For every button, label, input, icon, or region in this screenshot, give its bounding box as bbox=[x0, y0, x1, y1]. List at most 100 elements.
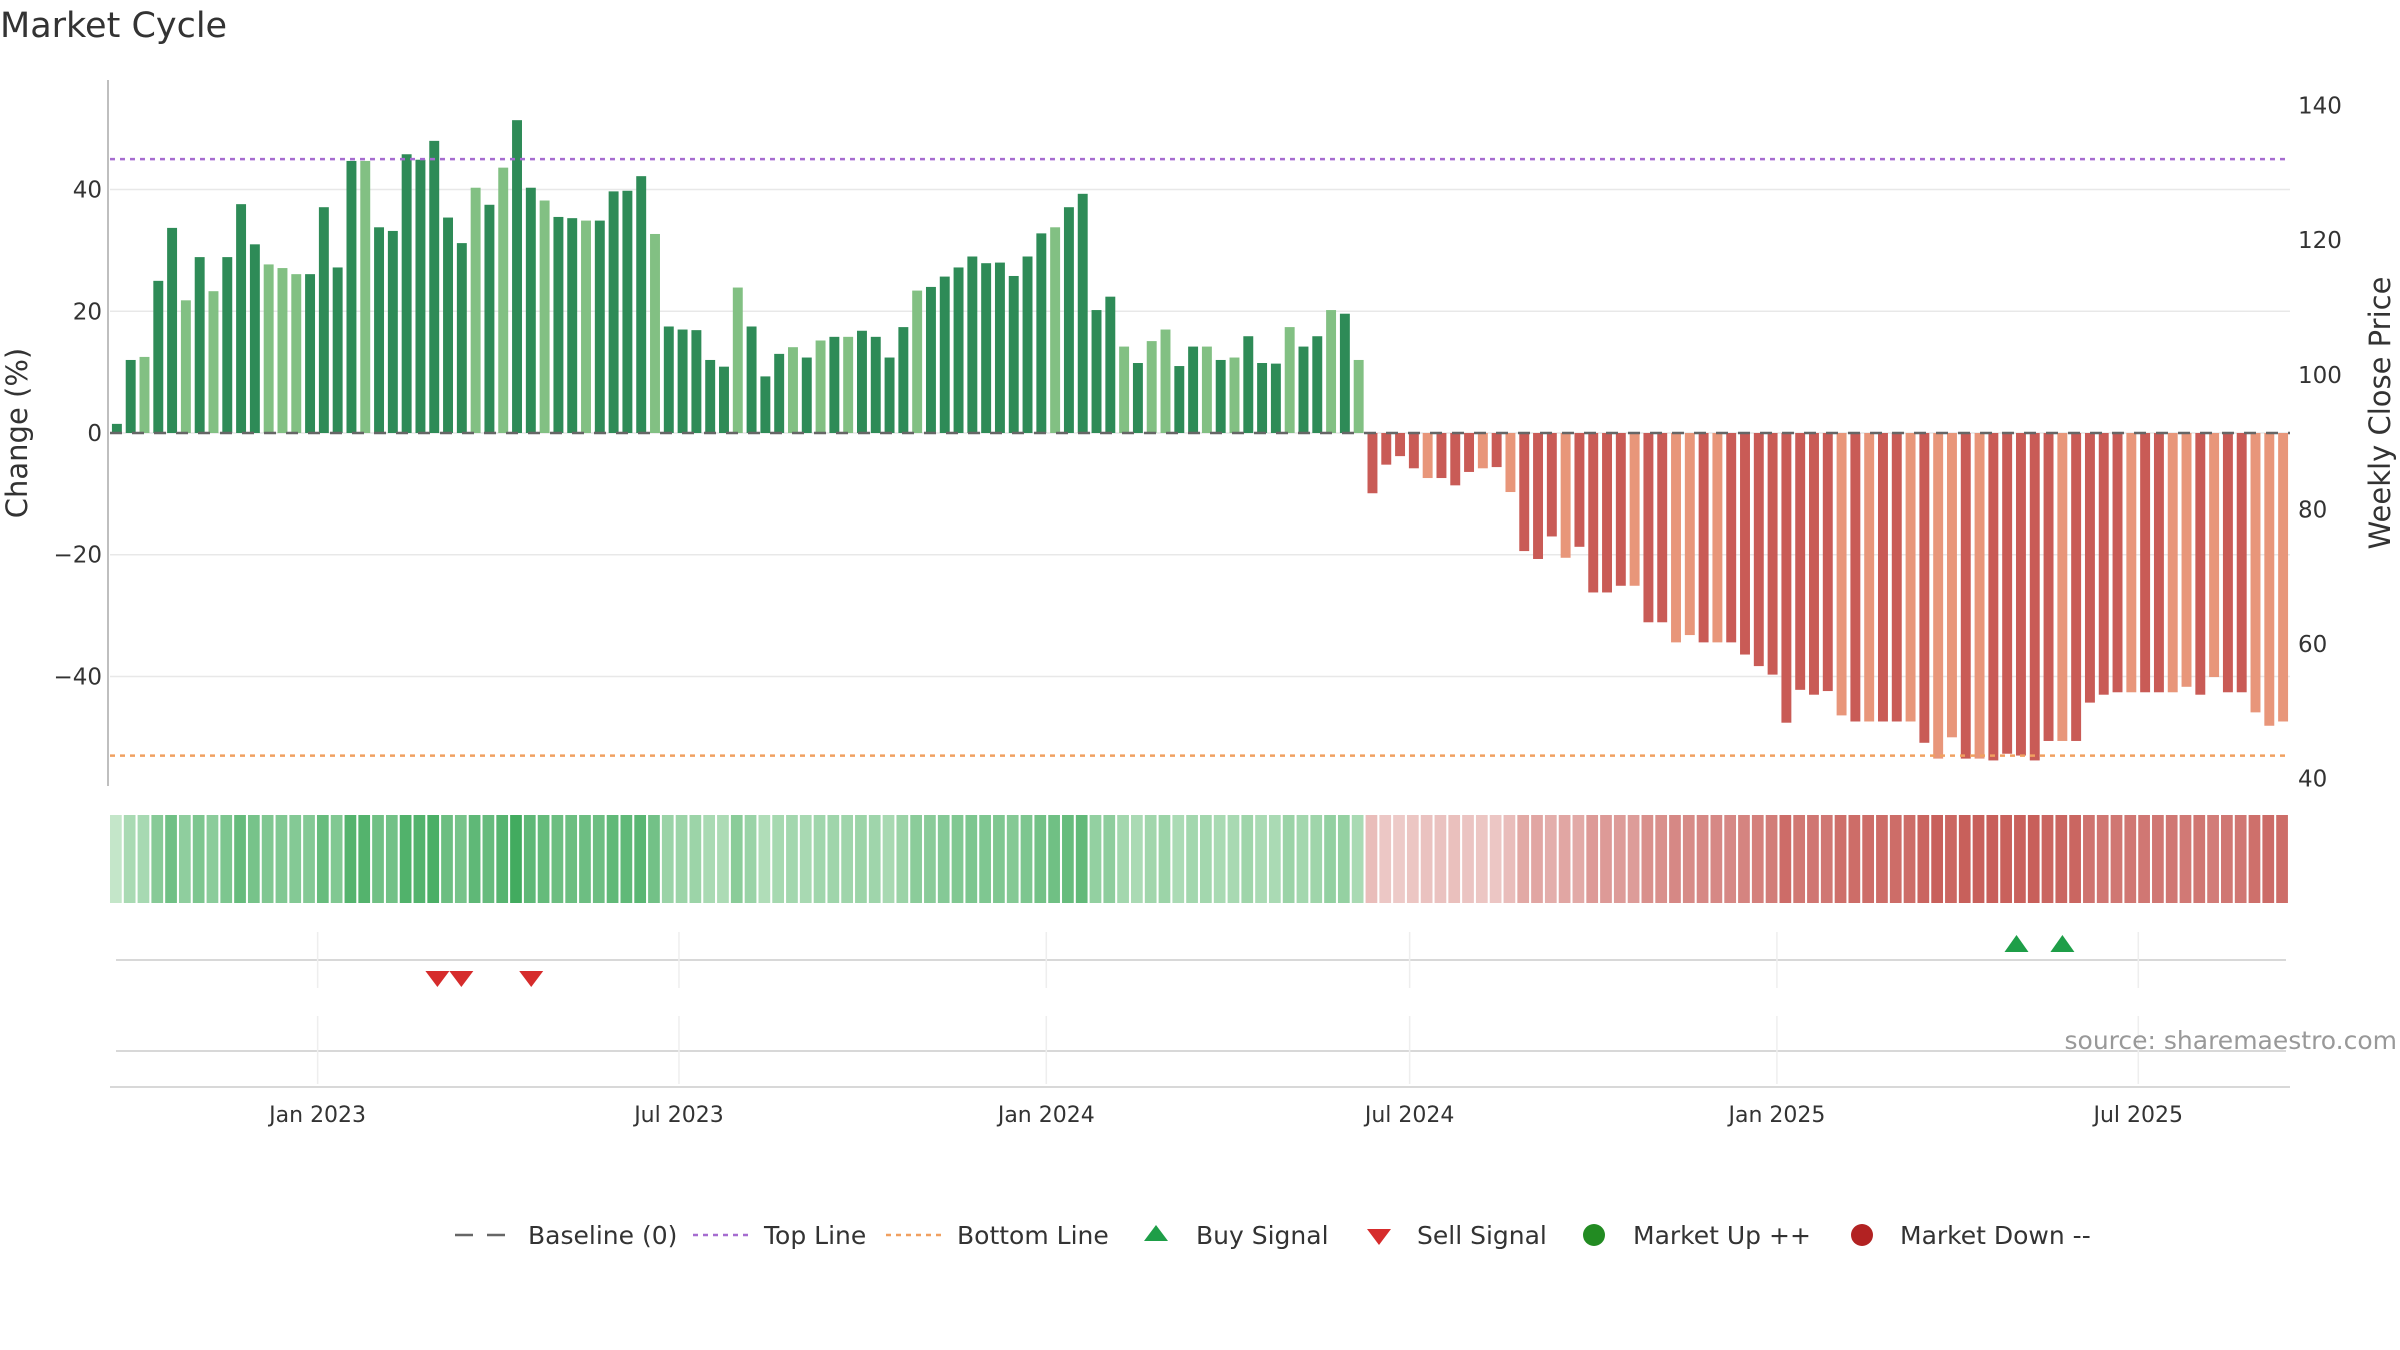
y2-tick-label: 100 bbox=[2298, 363, 2342, 389]
heat-cell bbox=[1241, 815, 1254, 903]
bar bbox=[1533, 433, 1544, 559]
bar bbox=[2195, 433, 2206, 695]
heat-cell bbox=[841, 815, 853, 903]
legend-label: Market Up ++ bbox=[1633, 1221, 1811, 1250]
bar bbox=[2071, 433, 2082, 741]
x-tick-label: Jan 2025 bbox=[1726, 1103, 1825, 1128]
heat-cell bbox=[496, 815, 509, 903]
bar bbox=[677, 329, 688, 433]
legend-label: Baseline (0) bbox=[528, 1221, 677, 1250]
bar bbox=[1326, 310, 1337, 433]
bar bbox=[760, 376, 771, 433]
bar bbox=[2084, 433, 2095, 703]
bar bbox=[1671, 433, 1681, 643]
bar bbox=[1588, 433, 1599, 593]
bar bbox=[1960, 433, 1971, 759]
heat-cell bbox=[1903, 815, 1916, 903]
heat-cell bbox=[827, 815, 840, 903]
bar bbox=[401, 154, 412, 434]
bar bbox=[1519, 433, 1530, 552]
heat-cell bbox=[1917, 815, 1930, 903]
heat-cell bbox=[2096, 815, 2109, 903]
bar bbox=[1188, 346, 1199, 433]
buy-signal-marker bbox=[2004, 935, 2029, 952]
bar bbox=[1657, 433, 1668, 623]
heat-cell bbox=[1641, 815, 1654, 903]
heat-cell bbox=[786, 815, 798, 903]
heat-cell bbox=[1710, 815, 1723, 903]
heat-cell bbox=[1144, 815, 1157, 903]
heat-cell bbox=[1310, 815, 1323, 903]
heat-cell bbox=[1172, 815, 1185, 903]
heat-cell bbox=[1779, 815, 1792, 903]
heat-cell bbox=[1558, 815, 1571, 903]
heat-cell bbox=[1158, 815, 1171, 903]
heat-cell bbox=[1103, 815, 1116, 903]
bar bbox=[1491, 433, 1502, 468]
heat-cell bbox=[1820, 815, 1833, 903]
heat-cell bbox=[1048, 815, 1060, 903]
heat-cell bbox=[592, 815, 605, 903]
x-tick-label: Jul 2023 bbox=[632, 1103, 724, 1128]
heat-cell bbox=[868, 815, 881, 903]
x-tick-label: Jul 2024 bbox=[1363, 1103, 1455, 1128]
bar bbox=[2264, 433, 2275, 726]
bar bbox=[332, 267, 343, 433]
bar bbox=[1919, 433, 1930, 743]
bar bbox=[1836, 433, 1847, 716]
y-tick-label: −40 bbox=[53, 664, 102, 690]
heat-cell bbox=[703, 815, 716, 903]
bar bbox=[1560, 433, 1571, 558]
legend-swatch-buy bbox=[1144, 1225, 1168, 1241]
y-tick-label: −20 bbox=[53, 543, 102, 569]
heat-cell bbox=[1889, 815, 1902, 903]
bar bbox=[1160, 329, 1171, 433]
y-tick-label: 20 bbox=[73, 299, 102, 325]
heat-cell bbox=[1682, 815, 1695, 903]
sell-signal-marker bbox=[425, 971, 450, 987]
bar bbox=[153, 280, 164, 433]
heat-cell bbox=[1268, 815, 1281, 903]
heat-cell bbox=[2165, 815, 2178, 903]
heat-cell bbox=[1986, 815, 1999, 903]
bar bbox=[249, 244, 260, 433]
heat-cell bbox=[468, 815, 481, 903]
heat-cell bbox=[2000, 815, 2012, 903]
heat-cell bbox=[1544, 815, 1557, 903]
bar bbox=[1974, 433, 1985, 759]
heat-cell bbox=[178, 815, 191, 903]
heat-cell bbox=[523, 815, 536, 903]
heat-cell bbox=[744, 815, 757, 903]
heat-cell bbox=[2193, 815, 2206, 903]
bar bbox=[1809, 433, 1819, 695]
bar bbox=[2153, 433, 2164, 693]
heat-cell bbox=[1379, 815, 1392, 903]
heat-cell bbox=[1034, 815, 1047, 903]
heat-cell bbox=[1075, 815, 1088, 903]
bar bbox=[167, 227, 178, 433]
heat-cell bbox=[2152, 815, 2164, 903]
bar bbox=[1464, 433, 1475, 472]
heat-cell bbox=[1958, 815, 1971, 903]
heat-cell bbox=[358, 815, 371, 903]
heat-cell bbox=[648, 815, 660, 903]
bar bbox=[1229, 357, 1240, 433]
heat-cell bbox=[303, 815, 315, 903]
heat-cell bbox=[813, 815, 826, 903]
bar bbox=[1643, 433, 1654, 623]
heat-cell bbox=[1876, 815, 1888, 903]
y-tick-label: 0 bbox=[87, 421, 102, 447]
heat-cell bbox=[1420, 815, 1433, 903]
bar bbox=[2236, 433, 2247, 693]
heat-cell bbox=[1434, 815, 1447, 903]
heat-cell bbox=[2027, 815, 2040, 903]
heat-cell bbox=[1393, 815, 1405, 903]
bar bbox=[2167, 433, 2178, 693]
bar bbox=[1022, 256, 1033, 433]
y2-tick-label: 60 bbox=[2298, 632, 2327, 658]
bar bbox=[2002, 433, 2013, 754]
heat-cell bbox=[937, 815, 950, 903]
heat-cell bbox=[1765, 815, 1778, 903]
bar bbox=[360, 160, 371, 434]
bar bbox=[2112, 433, 2123, 693]
